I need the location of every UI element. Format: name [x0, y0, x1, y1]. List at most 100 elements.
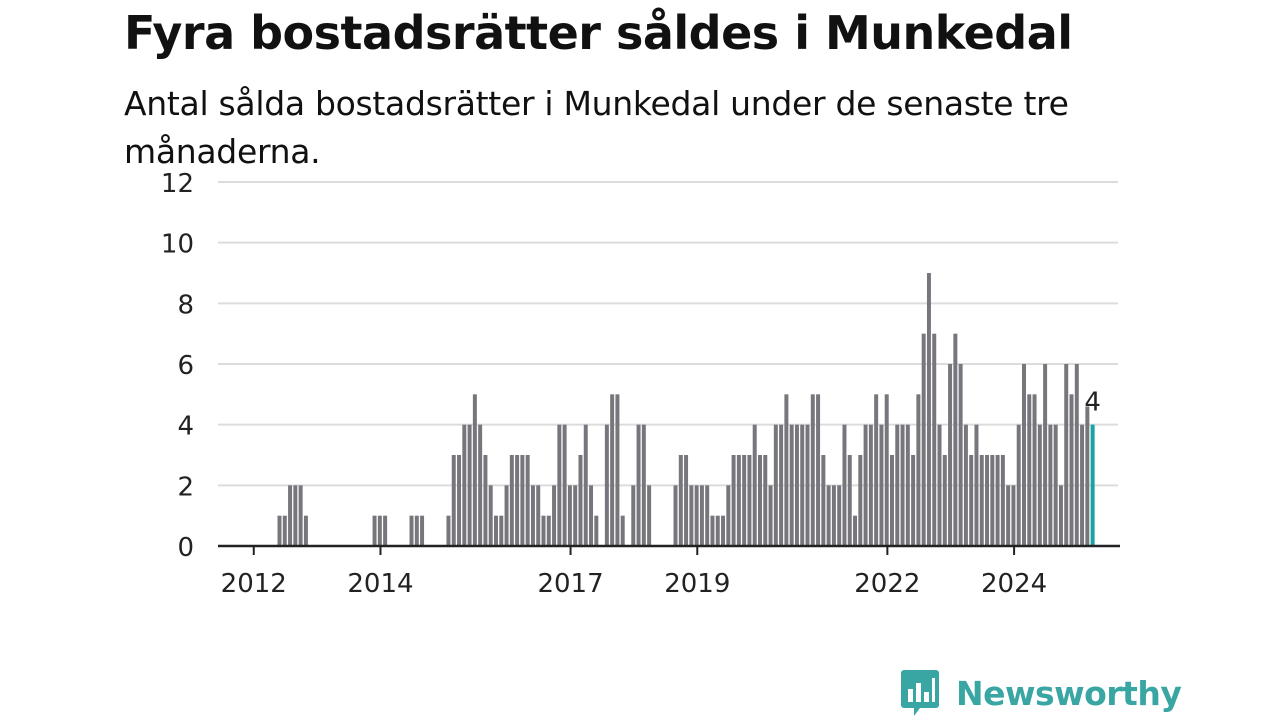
bar: [446, 515, 451, 546]
bar: [810, 394, 815, 546]
bar: [821, 455, 826, 546]
bar: [710, 515, 715, 546]
bar: [868, 424, 873, 546]
bar: [573, 485, 578, 546]
bar: [583, 424, 588, 546]
bar: [631, 485, 636, 546]
bar: [409, 515, 414, 546]
bar: [895, 424, 900, 546]
bar: [858, 455, 863, 546]
bar: [1069, 394, 1074, 546]
bar: [620, 515, 625, 546]
bar: [509, 455, 514, 546]
y-tick-label: 10: [161, 230, 194, 260]
bar: [768, 485, 773, 546]
bar: [467, 424, 472, 546]
bar: [948, 364, 953, 546]
bar: [525, 455, 530, 546]
bar: [863, 424, 868, 546]
bar: [758, 455, 762, 546]
bar: [377, 515, 382, 546]
bar: [420, 515, 425, 546]
x-tick-label: 2012: [221, 569, 287, 599]
bar: [1000, 455, 1005, 546]
bar: [282, 515, 287, 546]
bar: [483, 455, 488, 546]
x-tick-label: 2019: [664, 569, 730, 599]
bar: [462, 424, 467, 546]
chart-title: Fyra bostadsrätter såldes i Munkedal: [124, 6, 1073, 60]
bar: [615, 394, 620, 546]
bar: [567, 485, 572, 546]
bar: [673, 485, 678, 546]
bar: [726, 485, 731, 546]
bar: [1032, 394, 1037, 546]
bar: [773, 424, 778, 546]
bar: [1011, 485, 1016, 546]
bar: [546, 515, 551, 546]
bar: [1080, 424, 1085, 546]
bar: [752, 424, 757, 546]
bar: [504, 485, 509, 546]
bar: [926, 273, 931, 546]
bar: [451, 455, 456, 546]
bar: [293, 485, 298, 546]
newsworthy-logo-icon: [901, 670, 939, 716]
bar: [747, 455, 752, 546]
bar: [985, 455, 990, 546]
bar: [414, 515, 419, 546]
bar: [916, 394, 921, 546]
bar: [494, 515, 498, 546]
bar-chart: 0 2 4 6 8 10 12 4 2012 2014 2017 2019 2022 2024: [161, 169, 1120, 599]
x-tick-label: 2024: [981, 569, 1047, 599]
bar: [589, 485, 594, 546]
bar: [905, 424, 910, 546]
bar: [731, 455, 736, 546]
bar: [1053, 424, 1058, 546]
bar: [478, 424, 483, 546]
gridlines: [218, 181, 1118, 487]
bar: [911, 455, 916, 546]
bar: [604, 424, 609, 546]
bar: [900, 424, 905, 546]
bar: [515, 455, 520, 546]
bar: [979, 455, 984, 546]
bar: [277, 515, 282, 546]
bar: [647, 485, 652, 546]
bar: [530, 485, 535, 546]
bar: [678, 455, 683, 546]
bar: [932, 333, 937, 546]
y-tick-label: 2: [177, 472, 194, 502]
bar: [826, 485, 831, 546]
bar: [610, 394, 615, 546]
bar: [794, 424, 799, 546]
bar: [953, 333, 958, 546]
axes: 0 2 4 6 8 10 12 4 2012 2014 2017 2019 2022 2024: [161, 169, 1120, 599]
bar: [784, 394, 789, 546]
bar: [847, 455, 852, 546]
bar: [562, 424, 567, 546]
chart-subtitle: Antal sålda bostadsrätter i Munkedal und…: [124, 84, 1069, 171]
bar: [1027, 394, 1032, 546]
bar: [921, 333, 926, 546]
bar: [890, 455, 894, 546]
bar: [805, 424, 810, 546]
bar: [963, 424, 968, 546]
bar: [699, 485, 704, 546]
bar: [499, 515, 504, 546]
bar: [372, 515, 377, 546]
bars: [277, 273, 1095, 546]
bar: [488, 485, 493, 546]
bar: [816, 394, 821, 546]
bar: [1022, 364, 1026, 546]
bar: [974, 424, 979, 546]
bar: [1016, 424, 1021, 546]
bar: [800, 424, 805, 546]
y-tick-label: 8: [177, 290, 194, 320]
bar: [636, 424, 641, 546]
newsworthy-logo: Newsworthy: [900, 668, 1182, 718]
bar: [1048, 424, 1053, 546]
bar: [1043, 364, 1048, 546]
bar: [879, 424, 884, 546]
bar: [995, 455, 1000, 546]
